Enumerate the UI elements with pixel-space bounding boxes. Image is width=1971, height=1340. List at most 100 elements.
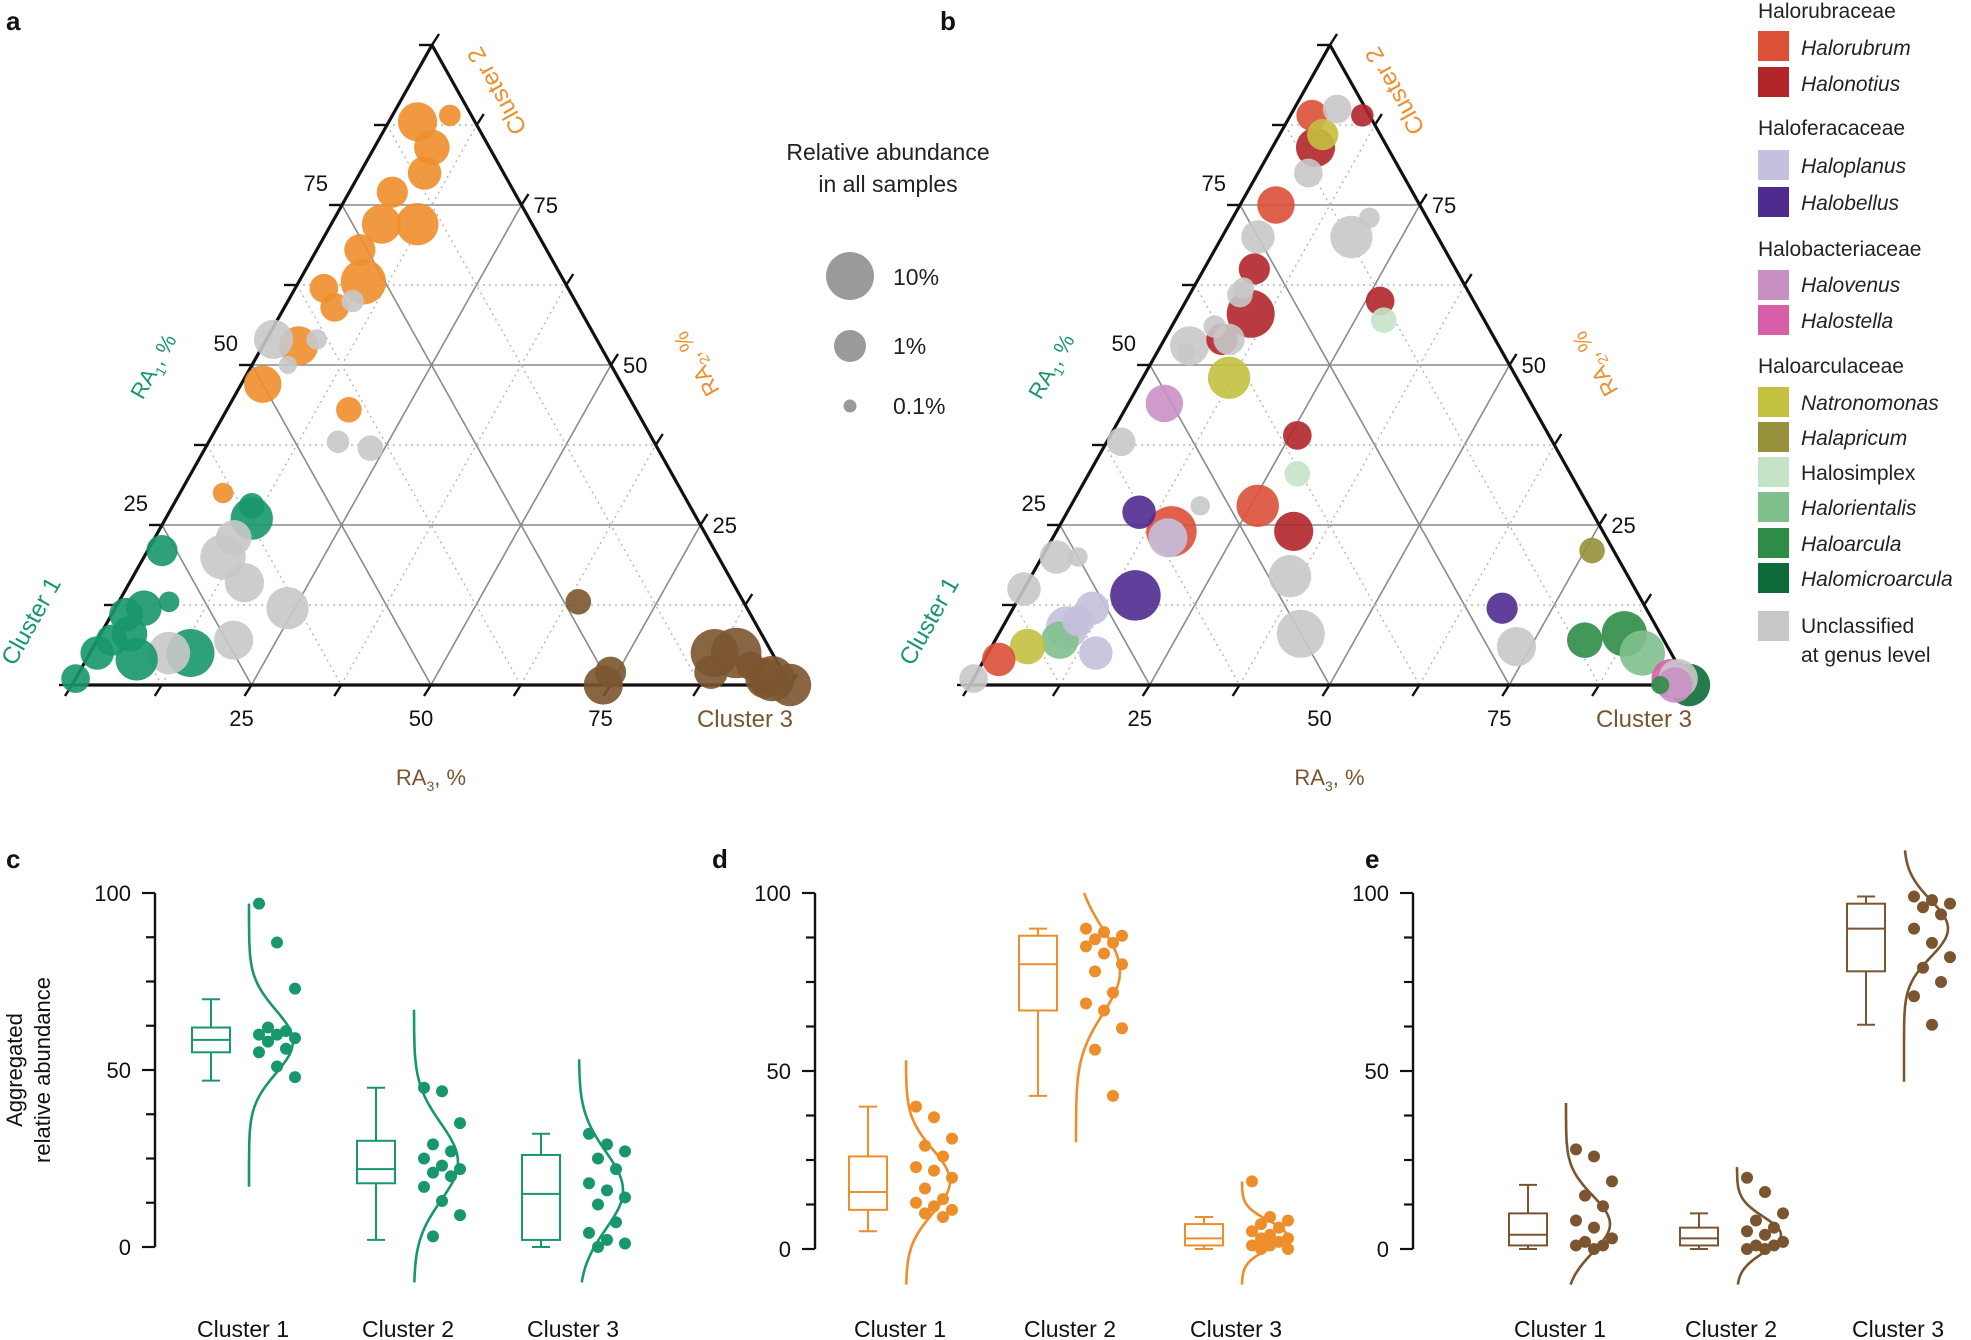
strip-point (1597, 1239, 1609, 1252)
density-curve (1564, 1103, 1612, 1286)
panel-letter-d: d (712, 844, 728, 874)
strip-point (253, 897, 265, 910)
density-curve (1074, 892, 1122, 1143)
grid-line-ra3-75 (609, 524, 702, 686)
strip-point (1246, 1225, 1258, 1238)
strip-point (1116, 1022, 1128, 1035)
size-legend-label-0-1pct: 0.1% (893, 393, 945, 419)
ternary-point (396, 202, 439, 246)
ternary-point (1039, 540, 1074, 574)
strip-point (1908, 890, 1920, 903)
ternary-point (565, 589, 592, 615)
strip-point (1908, 922, 1920, 935)
ternary-point (216, 520, 252, 556)
category-label-cluster-3: Cluster 3 (527, 1316, 619, 1340)
legend-swatch-halostella (1758, 305, 1789, 335)
strip-point (1935, 976, 1947, 988)
tick-mark-bottom (333, 684, 343, 697)
y-tick-label-100: 100 (1352, 881, 1389, 906)
tick-mark-bottom (243, 684, 253, 697)
tick-label-ra1-50: 50 (1112, 331, 1136, 356)
ternary-point (594, 656, 627, 688)
size-legend-label-10pct: 10% (893, 264, 939, 290)
ternary-point (1207, 356, 1251, 400)
ternary-point (694, 655, 728, 689)
ternary-points-a (61, 102, 812, 707)
ternary-point (357, 435, 384, 462)
legend-genus-halobellus: Halobellus (1801, 192, 1900, 215)
genus-legend: Halorubraceae Halorubrum Halonotius Halo… (1758, 0, 1953, 667)
ternary-point (1062, 605, 1094, 637)
strip-point (454, 1117, 466, 1130)
strip-point (1089, 965, 1101, 978)
tick-mark-bottom (1141, 684, 1151, 697)
corner-label-cluster-3: Cluster 3 (1596, 706, 1692, 733)
tick-label-ra2-50: 50 (1522, 353, 1546, 378)
ternary-point (1619, 630, 1665, 676)
tick-mark-bottom (1051, 684, 1061, 697)
ternary-point (1283, 421, 1312, 450)
ternary-point (344, 234, 376, 266)
minor-grid-ra1 (1284, 124, 1600, 686)
y-tick-label-0: 0 (779, 1237, 791, 1262)
ternary-point (278, 355, 297, 375)
strip-point (1917, 901, 1929, 914)
size-legend-circle-0-1pct (843, 399, 857, 413)
ternary-point (306, 329, 327, 350)
legend-genus-halomicroarcula: Halomicroarcula (1801, 568, 1953, 591)
ternary-tick-labels-a: 25 50 75 25 50 75 25 50 75 (124, 171, 737, 731)
strip-point (1750, 1214, 1762, 1227)
ternary-point (361, 204, 402, 244)
minor-grid-ra3 (1059, 124, 1376, 686)
ternary-point (95, 624, 128, 656)
strip-point (271, 1028, 283, 1041)
minor-grid-ra3 (1418, 444, 1555, 686)
strip-point (1606, 1232, 1618, 1245)
ternary-point (214, 620, 254, 660)
y-axis-c (142, 891, 157, 1249)
ternary-point (1351, 104, 1374, 127)
tick-label-ra1-25: 25 (1022, 491, 1046, 516)
ternary-point (1007, 572, 1041, 606)
tick-mark-right (1463, 273, 1473, 286)
strip-point (253, 1046, 265, 1059)
strip-point (1759, 1228, 1771, 1241)
strip-point (601, 1184, 613, 1197)
legend-swatch-halorientalis (1758, 492, 1789, 522)
tick-mark-bottom (422, 684, 433, 697)
ternary-point (266, 586, 309, 630)
legend-family-haloferacaceae: Haloferacaceae (1758, 117, 1905, 140)
box-iqr (848, 1155, 888, 1211)
strip-point (1116, 929, 1128, 942)
axis-title-ra3: RA3, % (1294, 765, 1364, 794)
legend-genus-halonotius: Halonotius (1801, 73, 1901, 96)
tick-mark-bottom (692, 684, 702, 697)
strip-point (1579, 1235, 1591, 1248)
strip-point (946, 1132, 958, 1145)
ternary-point (341, 289, 364, 313)
strip-point (1588, 1150, 1600, 1163)
ternary-point (1009, 628, 1046, 665)
legend-genus-halosimplex: Halosimplex (1801, 462, 1916, 485)
strip-point (1255, 1232, 1267, 1245)
ternary-point (1359, 207, 1380, 229)
minor-grid-ra3 (1239, 284, 1466, 686)
density-curve (247, 903, 295, 1187)
strip-point (289, 1071, 301, 1084)
legend-genus-halapricum: Halapricum (1801, 427, 1907, 450)
ternary-point (1268, 554, 1312, 598)
density-curve (412, 1009, 460, 1283)
minor-grid-ra1 (386, 124, 701, 686)
strip-point (919, 1207, 931, 1220)
ternary-point (1330, 215, 1373, 259)
density-curve (1902, 850, 1950, 1082)
strip-point (910, 1196, 922, 1209)
strip-point (910, 1100, 922, 1113)
size-legend-label-1pct: 1% (893, 333, 926, 359)
ylabel-line2: relative abundance (30, 977, 55, 1163)
corner-label-cluster-1: Cluster 1 (894, 573, 965, 670)
strip-point (1777, 1207, 1789, 1220)
grid-line-ra1-50 (251, 364, 432, 686)
corner-label-cluster-3: Cluster 3 (697, 706, 793, 733)
axis-title-ra3: RA3, % (396, 765, 466, 794)
